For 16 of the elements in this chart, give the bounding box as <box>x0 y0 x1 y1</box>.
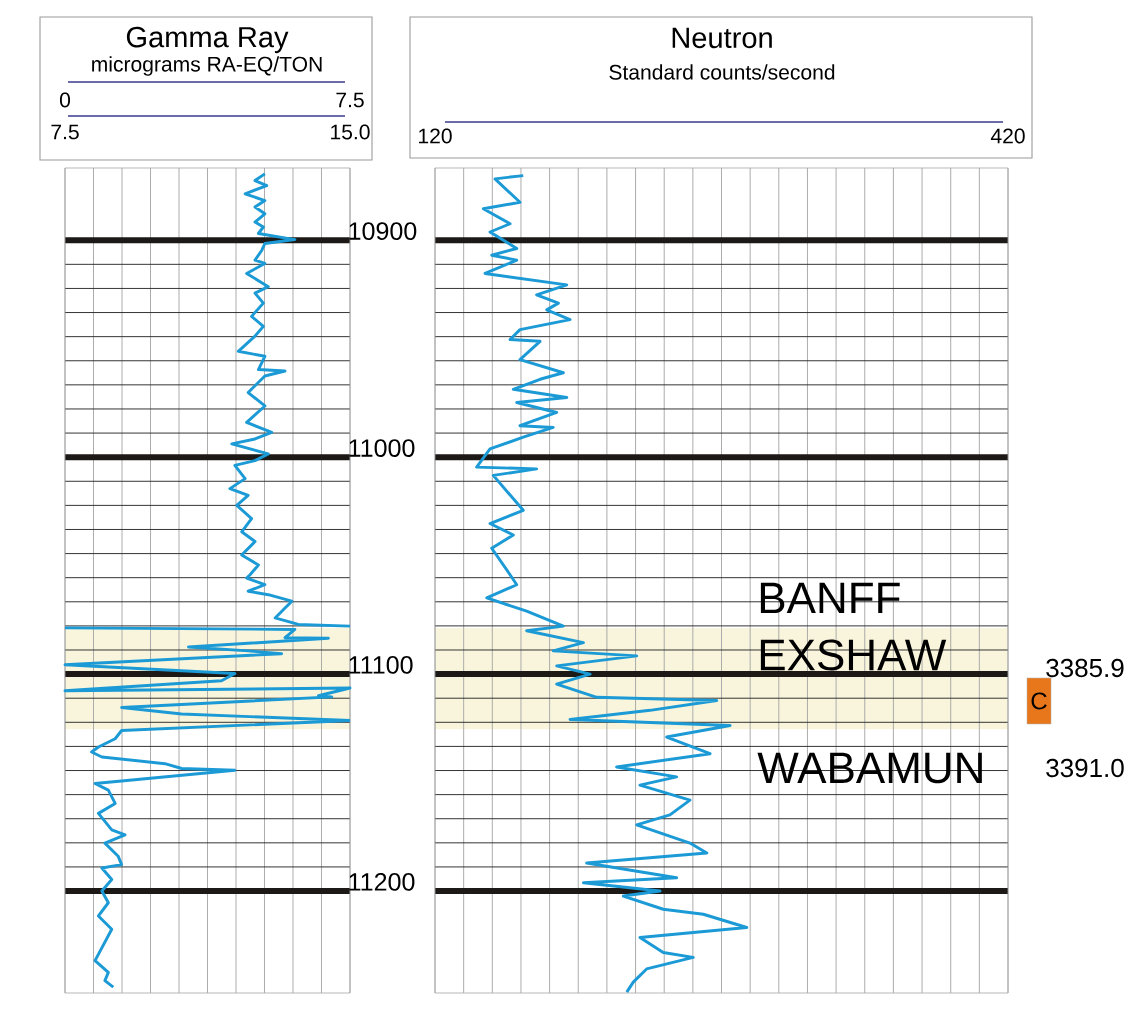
text: 3391.0 <box>1046 758 1124 778</box>
x-tick-label: 0 <box>59 92 71 108</box>
annotation: EXSHAW <box>760 639 947 671</box>
y-tick-label: 11200 <box>349 873 415 891</box>
x-tick-label: 420 <box>990 128 1025 144</box>
chart-title: Gamma Ray <box>126 26 289 54</box>
y-tick-label: 11100 <box>349 656 413 674</box>
text: C <box>1031 692 1047 710</box>
x-tick-label: 120 <box>419 128 452 144</box>
x2-tick-label: 15.0 <box>331 124 370 140</box>
y-tick-label: 10900 <box>349 222 417 240</box>
text: 3385.9 <box>1046 658 1124 678</box>
chart-subtitle: micrograms RA-EQ/TON <box>92 56 322 76</box>
y-tick-label: 11000 <box>349 439 415 457</box>
chart-subtitle: Standard counts/second <box>609 64 835 80</box>
chart-title: Neutron <box>672 27 772 49</box>
